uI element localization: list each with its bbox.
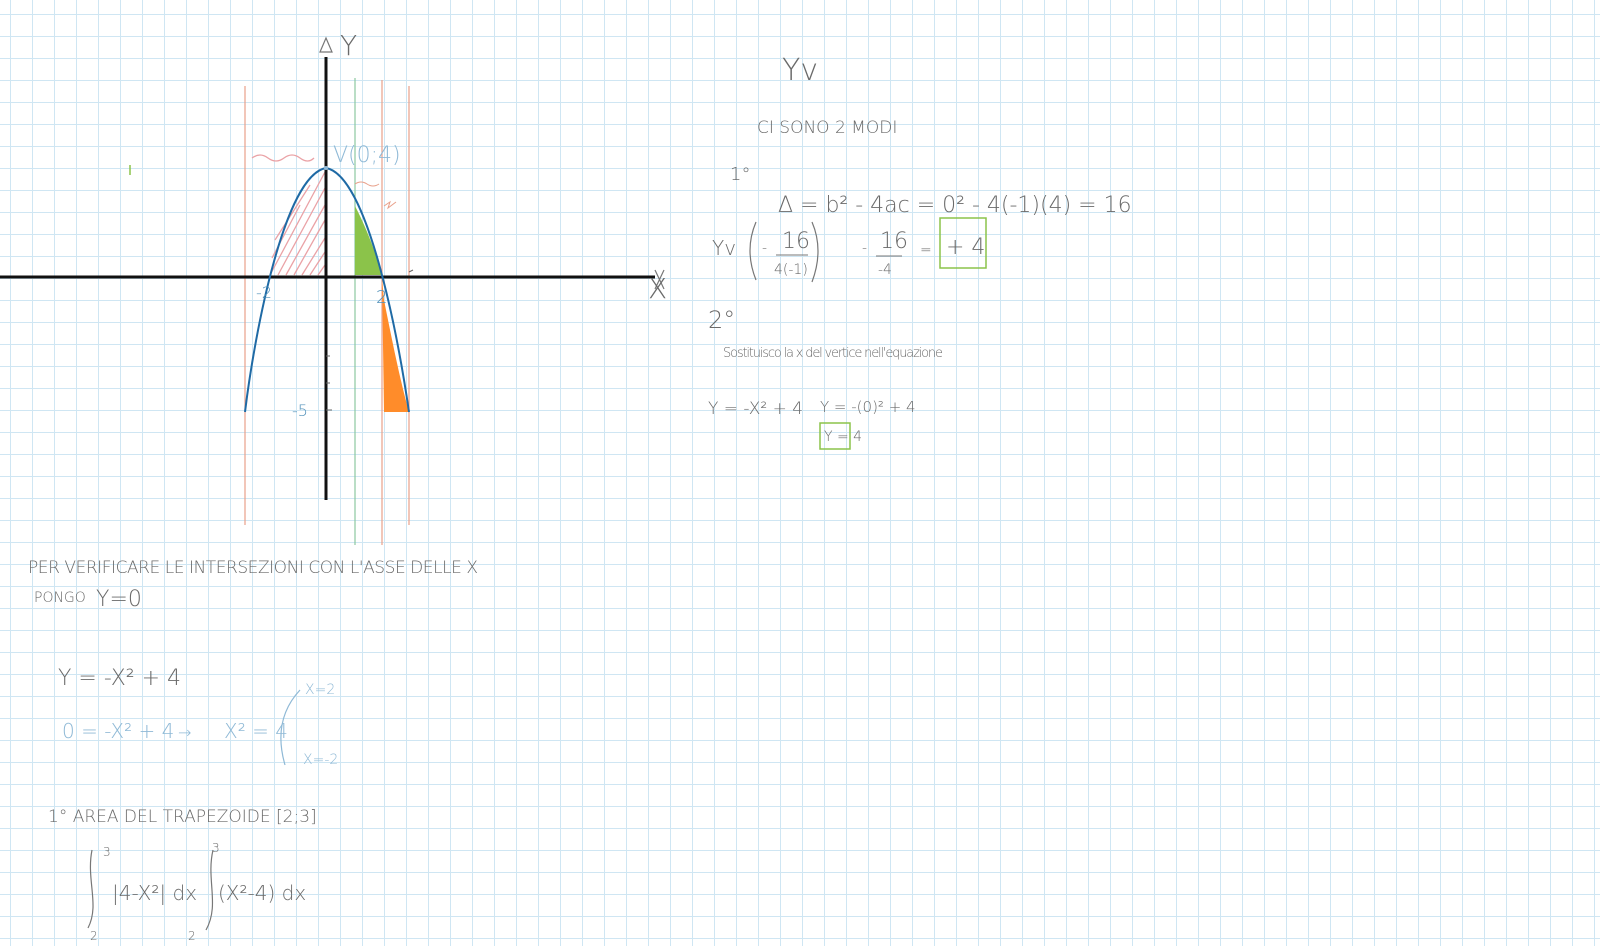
yv-equals: = — [920, 242, 932, 258]
y-axis-arrow-icon — [319, 36, 333, 53]
equation-b: Y = -(0)² + 4 — [820, 398, 916, 416]
equation-2b: X² = 4 — [224, 719, 288, 743]
tick-label-2: 2 — [376, 287, 387, 308]
vertex-label: V(0;4) — [333, 143, 401, 168]
yv-title: Yv — [782, 53, 818, 88]
two-modes-note: CI SONO 2 MODI — [757, 118, 897, 138]
area-title: 1° AREA DEL TRAPEZOIDE [2;3] — [48, 807, 317, 827]
right-paren-icon — [811, 221, 819, 283]
delta-equation: Δ = b² - 4ac = 0² - 4(-1)(4) = 16 — [778, 193, 1132, 218]
method-2-label: 2° — [708, 306, 735, 334]
orange-area-region — [382, 278, 409, 412]
arrow-symbol: → — [178, 723, 191, 742]
integral-2-body: (X²-4) dx — [218, 881, 306, 905]
intersection-note-pongo: PONGO — [34, 590, 86, 606]
substitute-note: Sostituisco la x del vertice nell'equazi… — [723, 346, 943, 361]
left-paren-icon — [749, 221, 757, 281]
yv-frac-numerator: 16 — [880, 229, 908, 254]
pink-hatched-region — [269, 171, 326, 276]
solution-xneg2: X=-2 — [303, 752, 338, 768]
integral-1-lower: 2 — [90, 929, 98, 943]
yv-minus: - — [762, 240, 767, 256]
orange-wavy-mark — [354, 181, 380, 187]
green-area-region — [355, 206, 382, 275]
equation-1: Y = -X² + 4 — [58, 666, 181, 691]
integral-sign-icon — [205, 849, 214, 931]
integral-sign-icon — [87, 849, 94, 929]
x-axis-arrow-icon — [654, 269, 665, 290]
solution-brace — [280, 689, 301, 766]
integral-2-lower: 2 — [188, 929, 196, 943]
yv-minus-2: - — [862, 240, 867, 256]
yv-numerator: 16 — [782, 229, 810, 254]
tick-label-neg5: -5 — [292, 401, 308, 420]
equation-result-box — [819, 422, 851, 450]
pink-wavy-mark — [251, 154, 315, 162]
y-axis-label: Y — [340, 29, 357, 62]
yv-frac-denominator: -4 — [878, 262, 892, 278]
intersection-note-line1: PER VERIFICARE LE INTERSEZIONI CON L'ASS… — [28, 558, 478, 578]
tick-label-neg2: -2 — [256, 283, 272, 302]
yv-result: + 4 — [946, 235, 985, 260]
x-axis-label: X — [648, 272, 667, 305]
vertex-point — [324, 166, 328, 170]
integral-2-upper: 3 — [212, 841, 220, 855]
orange-small-mark — [383, 200, 397, 210]
equation-2a: 0 = -X² + 4 — [62, 719, 174, 743]
x-tick-3 — [408, 269, 414, 273]
yv-denominator: 4(-1) — [774, 262, 808, 278]
solution-x2: X=2 — [305, 682, 335, 698]
method-1-label: 1° — [730, 164, 750, 185]
integral-1-upper: 3 — [103, 845, 111, 859]
yv-formula-label: Yv — [712, 236, 736, 260]
intersection-note-y0: Y=0 — [96, 587, 142, 612]
integral-1-body: |4-X²| dx — [112, 881, 197, 905]
equation-a: Y = -X² + 4 — [708, 399, 803, 419]
yv-result-box — [939, 217, 987, 269]
equation-result: Y = 4 — [824, 429, 862, 445]
